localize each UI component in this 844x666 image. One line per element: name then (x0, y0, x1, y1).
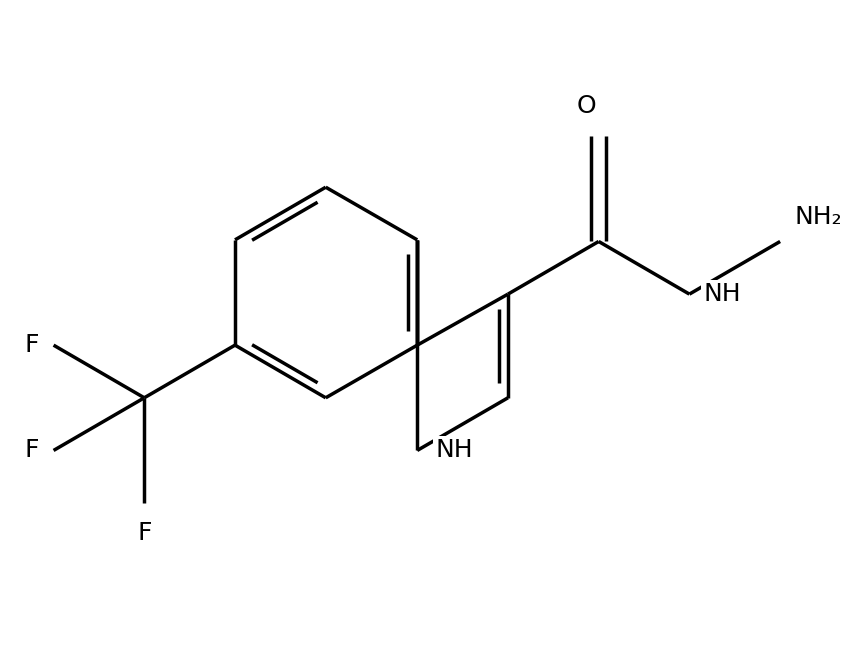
Text: F: F (24, 333, 39, 357)
Text: NH: NH (704, 282, 742, 306)
Text: NH₂: NH₂ (795, 205, 842, 229)
Text: F: F (24, 438, 39, 462)
Text: F: F (137, 521, 152, 545)
Text: O: O (576, 95, 597, 119)
Text: NH: NH (435, 438, 473, 462)
